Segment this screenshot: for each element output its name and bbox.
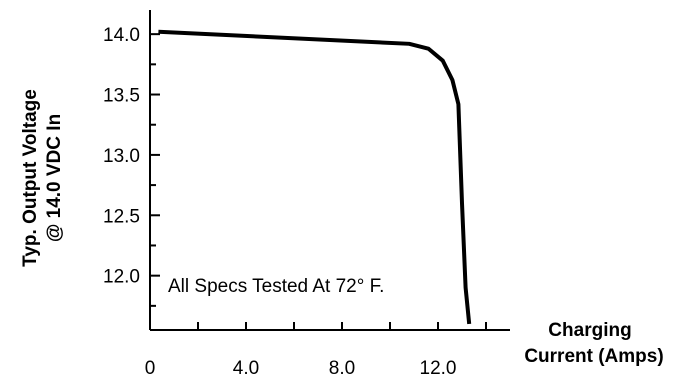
y-tick-label: 12.0 (103, 267, 140, 288)
x-tick-label: 4.0 (233, 358, 259, 379)
y-axis-title-line-1: Typ. Output Voltage (20, 89, 41, 267)
y-tick-label: 13.5 (103, 86, 140, 107)
axes: 12.0 12.5 13.0 13.5 14.0 0 4.0 8.0 12.0 (103, 10, 510, 379)
x-axis-title: Charging Current (Amps) (524, 320, 663, 367)
y-axis-title: Typ. Output Voltage @ 14.0 VDC In (20, 89, 65, 267)
y-tick-label: 12.5 (103, 206, 140, 227)
x-axis-title-line-2: Current (Amps) (524, 346, 663, 367)
x-axis-title-line-1: Charging (548, 320, 631, 341)
y-tick-label: 14.0 (103, 25, 140, 46)
x-tick-label: 8.0 (329, 358, 355, 379)
series-layer (158, 29, 472, 325)
x-tick-label: 12.0 (420, 358, 457, 379)
test-conditions-note: All Specs Tested At 72° F. (168, 276, 384, 297)
x-tick-label: 0 (145, 358, 156, 379)
y-tick-label: 13.0 (103, 146, 140, 167)
y-axis-title-line-2: @ 14.0 VDC In (44, 114, 65, 242)
voltage-curve (158, 29, 472, 325)
